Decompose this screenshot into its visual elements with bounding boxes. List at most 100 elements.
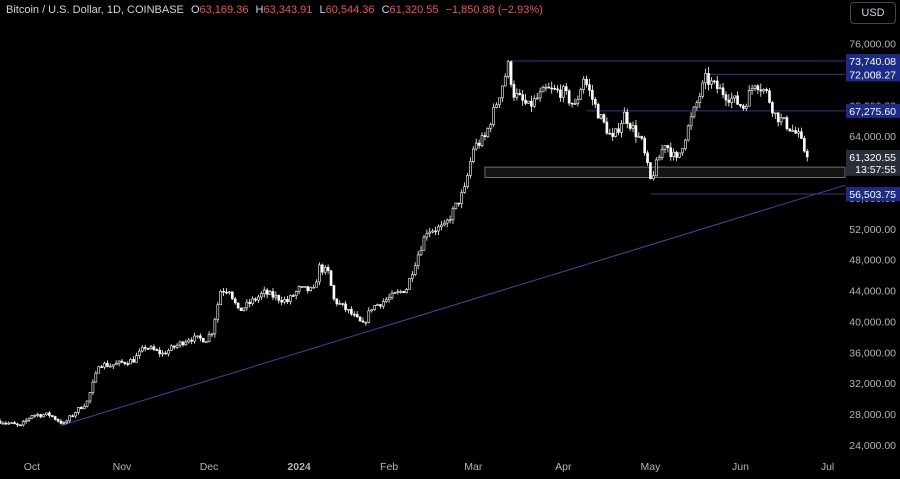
candle-body [454,202,458,209]
candle-body [556,88,559,91]
candle-body [689,116,693,127]
candle-body [222,291,225,293]
candle-body [77,407,80,413]
candle-body [109,365,112,368]
candle-body [204,341,208,343]
candle-body [765,89,768,91]
candle-body [361,320,365,323]
candle-body [515,93,519,98]
candle-body [649,162,652,179]
open-label: O [190,4,200,16]
candle-body [300,286,304,288]
candle-body [678,152,681,158]
candle-body [495,104,498,108]
candle-body [364,321,368,324]
level-price-label: 67,275.60 [849,106,896,118]
candle-body [744,105,748,109]
candle-body [50,415,54,417]
candle-body [521,94,524,101]
candle-body [759,89,763,92]
price-tick-label: 64,000.00 [849,131,896,143]
candle-body [16,423,19,426]
candle-body [698,95,702,103]
candle-body [309,286,313,291]
candle-body [448,219,452,222]
candle-body [576,99,580,104]
level-price-label-bg [846,54,900,69]
candle-body [695,102,699,108]
candle-body [425,232,429,238]
candle-body [45,412,48,416]
candle-body [216,304,220,320]
candle-body [733,95,736,99]
candle-body [85,400,89,407]
symbol-title: Bitcoin / U.S. Dollar, 1D, COINBASE [6,4,184,16]
candle-body [506,61,510,77]
candle-body [480,135,484,146]
candle-body [120,360,124,363]
candle-body [805,150,809,158]
candle-body [768,90,771,103]
candle-body [701,82,705,97]
time-tick-label: Oct [24,461,40,473]
candle-body [393,292,397,294]
candle-body [779,117,783,123]
change-value: −1,850.88 (−2.93%) [445,4,543,16]
candle-body [469,161,472,176]
candle-body [471,148,475,162]
candle-body [762,89,766,92]
candle-body [634,125,638,138]
candle-body [370,309,374,312]
price-tick-label: 52,000.00 [849,224,896,236]
candle-body [588,84,591,91]
candle-body [187,339,191,343]
candle-body [367,310,371,323]
candle-body [652,175,655,179]
candle-body [1,422,5,425]
candle-body [753,85,757,89]
candle-body [323,267,327,273]
candle-body [489,124,493,129]
candle-body [434,230,437,233]
candle-body [146,348,150,350]
candle-body [721,87,725,96]
candle-body [564,86,568,92]
candle-body [625,111,629,124]
candle-body [161,352,164,355]
candle-body [42,414,45,418]
candle-body [791,130,795,132]
candle-body [422,236,426,251]
level-price-label: 73,740.08 [849,56,896,68]
high-label: H [255,4,264,16]
candle-body [91,381,95,393]
candle-body [683,139,687,149]
candle-body [582,78,585,90]
candle-body [599,114,603,119]
candle-body [213,319,217,335]
candle-body [71,415,74,418]
candle-body [739,104,742,107]
candle-body [210,333,214,336]
candle-body [498,97,501,106]
candle-body [321,264,324,273]
candle-body [228,291,231,294]
currency-button[interactable]: USD [850,2,896,24]
candle-body [274,295,278,298]
candle-body [663,145,667,150]
time-tick-label: Dec [200,461,219,473]
candle-body [68,415,72,422]
candle-body [199,335,202,339]
time-tick-label: 2024 [287,461,311,473]
candle-body [715,80,719,89]
candle-body [344,303,347,311]
candle-body [713,80,716,83]
price-tick-label: 36,000.00 [849,347,896,359]
candle-body [280,300,283,303]
candle-body [254,298,257,301]
last-price-label-bg [846,149,900,176]
candle-body [593,98,597,105]
candle-body [260,293,263,298]
candle-body [352,313,356,316]
candle-body [637,136,641,138]
